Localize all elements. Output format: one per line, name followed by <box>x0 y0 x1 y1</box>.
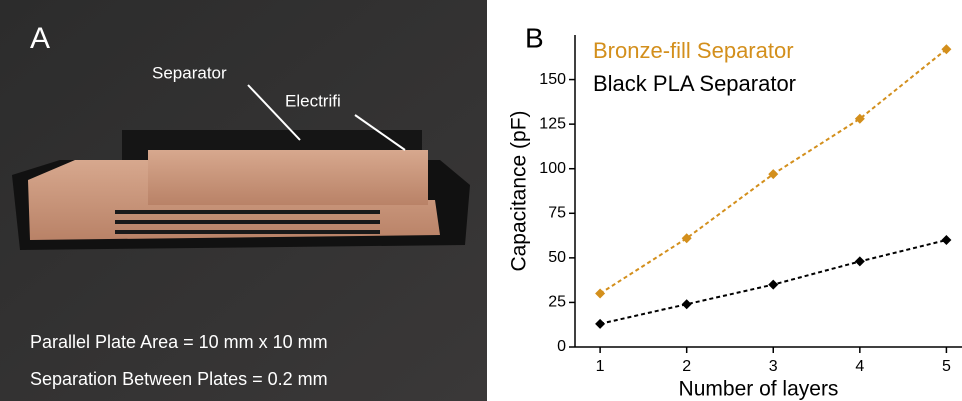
y-tick-label: 100 <box>539 160 566 177</box>
data-point <box>768 279 779 290</box>
data-point <box>681 233 692 244</box>
photo: A Separator Electrifi Parallel Plate Are… <box>0 0 487 401</box>
y-tick-label: 50 <box>548 249 566 266</box>
y-tick-label: 150 <box>539 71 566 88</box>
legend-entry: Black PLA Separator <box>593 71 796 96</box>
x-tick-label: 1 <box>596 358 605 375</box>
x-axis-label: Number of layers <box>679 378 839 401</box>
x-tick-label: 2 <box>682 358 691 375</box>
data-point <box>595 288 606 299</box>
y-tick-label: 0 <box>557 338 566 355</box>
top-plate <box>148 150 428 205</box>
caption: Separation Between Plates = 0.2 mm <box>30 369 328 389</box>
panel-label: B <box>525 22 544 53</box>
data-point <box>941 44 952 55</box>
callout: Electrifi <box>285 91 341 110</box>
x-tick-label: 3 <box>769 358 778 375</box>
data-point <box>681 299 692 310</box>
data-point <box>854 256 865 267</box>
data-point <box>854 113 865 124</box>
y-tick-label: 25 <box>548 294 566 311</box>
data-point <box>595 318 606 329</box>
x-tick-label: 5 <box>942 358 951 375</box>
data-point <box>941 235 952 246</box>
callout-arrows <box>247 84 406 151</box>
x-tick-label: 4 <box>855 358 864 375</box>
chart: B 0 25 50 75 100 125 150 1 2 3 4 5 Number of layers Ca… <box>508 22 962 401</box>
layer-gaps <box>115 210 380 234</box>
panel-label: A <box>30 22 50 55</box>
caption: Parallel Plate Area = 10 mm x 10 mm <box>30 332 328 352</box>
y-axis-label: Capacitance (pF) <box>508 110 531 271</box>
legend-entry: Bronze-fill Separator <box>593 38 794 63</box>
y-tick-label: 125 <box>539 115 566 132</box>
y-tick-label: 75 <box>548 205 566 222</box>
data-point <box>768 169 779 180</box>
callout: Separator <box>152 63 227 82</box>
